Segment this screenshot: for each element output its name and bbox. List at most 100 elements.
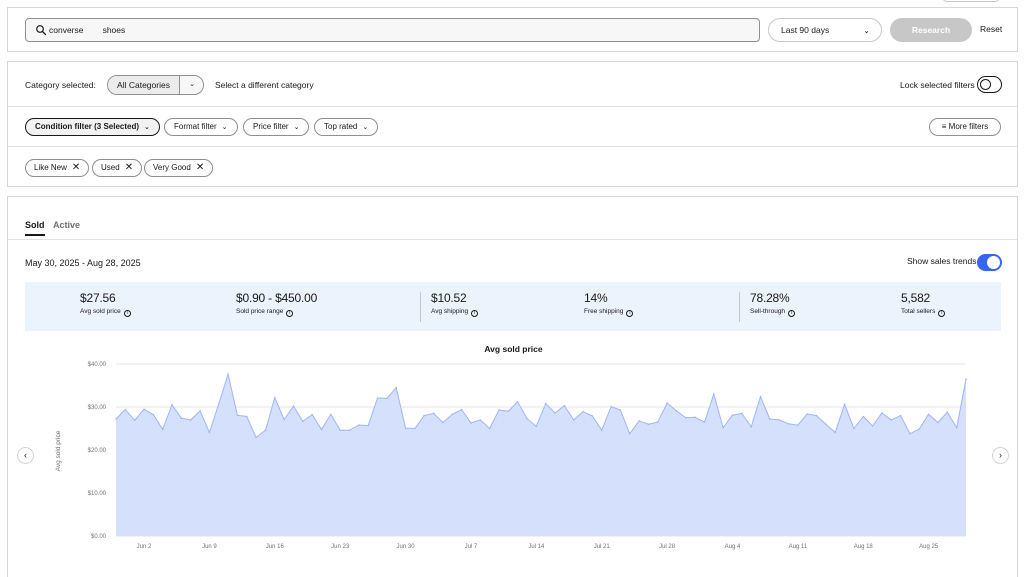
- data-point: [404, 427, 407, 429]
- data-point: [731, 414, 734, 416]
- divider: [8, 106, 1017, 107]
- info-icon[interactable]: i: [788, 310, 796, 317]
- data-point: [339, 429, 342, 431]
- tab-active[interactable]: Active: [53, 220, 81, 230]
- y-tick-label: $30.00: [88, 405, 107, 411]
- date-range-select[interactable]: Last 90 days ⌄: [768, 18, 882, 42]
- show-trends-toggle[interactable]: [977, 254, 1002, 271]
- y-tick-label: $0.00: [91, 534, 107, 540]
- search-input[interactable]: [49, 22, 749, 38]
- close-icon[interactable]: ✕: [195, 162, 205, 173]
- data-point: [815, 414, 818, 417]
- data-point: [797, 424, 799, 426]
- data-point: [320, 428, 323, 431]
- data-point: [516, 401, 519, 403]
- search-box[interactable]: [25, 18, 760, 42]
- header-partial-button[interactable]: [942, 0, 1000, 2]
- results-date-range: May 30, 2025 - Aug 28, 2025: [25, 258, 141, 268]
- data-point: [703, 421, 706, 423]
- x-tick-label: Jun 9: [202, 544, 217, 550]
- data-point: [217, 403, 220, 405]
- area-fill: [116, 374, 966, 536]
- info-icon[interactable]: i: [123, 310, 131, 317]
- divider: [739, 292, 740, 322]
- data-point: [769, 418, 771, 420]
- data-point: [208, 431, 211, 434]
- data-point: [825, 423, 827, 425]
- info-icon[interactable]: i: [286, 310, 294, 317]
- top-rated-filter-label: Top rated: [324, 122, 358, 131]
- data-point: [965, 378, 967, 380]
- category-select[interactable]: All Categories ⌄: [107, 75, 204, 95]
- format-filter-button[interactable]: Format filter ⌄: [164, 118, 238, 136]
- data-point: [871, 425, 874, 427]
- y-tick-label: $20.00: [88, 448, 107, 454]
- top-rated-filter-button[interactable]: Top rated ⌄: [314, 118, 379, 136]
- x-tick-label: Aug 11: [789, 544, 808, 550]
- x-tick-label: Jun 23: [331, 544, 350, 550]
- data-point: [582, 410, 584, 413]
- chip-label: Like New: [34, 163, 67, 172]
- reset-button[interactable]: Reset: [980, 24, 1003, 34]
- more-filters-button[interactable]: ≡ More filters: [929, 118, 1001, 136]
- info-icon[interactable]: i: [471, 310, 479, 317]
- data-point: [759, 395, 762, 398]
- data-point: [909, 432, 911, 435]
- data-point: [152, 413, 155, 416]
- data-point: [143, 408, 145, 410]
- data-point: [479, 419, 482, 421]
- chevron-down-icon: ⌄: [863, 26, 870, 35]
- close-icon[interactable]: ✕: [71, 162, 81, 173]
- close-icon[interactable]: ✕: [124, 162, 134, 173]
- condition-filter-label: Condition filter (3 Selected): [35, 122, 140, 131]
- x-tick-label: Jul 28: [659, 544, 676, 550]
- category-label: Category selected:: [25, 80, 96, 90]
- data-point: [498, 409, 500, 411]
- divider: [420, 292, 421, 322]
- chevron-right-icon[interactable]: ›: [992, 447, 1009, 464]
- data-point: [600, 429, 603, 431]
- toggle-knob: [980, 78, 991, 90]
- filter-chip-like-new[interactable]: Like New ✕: [25, 159, 90, 177]
- data-point: [115, 418, 117, 420]
- data-point: [470, 422, 472, 424]
- filter-menu-icon: ≡: [941, 122, 947, 131]
- data-point: [675, 410, 678, 412]
- research-button[interactable]: Research: [890, 18, 972, 42]
- x-tick-label: Jun 30: [397, 544, 416, 550]
- data-point: [367, 424, 370, 427]
- data-point: [554, 412, 556, 414]
- price-filter-button[interactable]: Price filter ⌄: [243, 118, 310, 136]
- data-point: [628, 432, 631, 435]
- data-point: [180, 417, 183, 419]
- data-point: [722, 426, 724, 429]
- filter-chip-very-good[interactable]: Very Good ✕: [144, 159, 214, 177]
- stat-label: Total sellers: [901, 308, 936, 315]
- data-point: [330, 413, 332, 416]
- data-point: [918, 428, 921, 430]
- data-point: [488, 427, 491, 430]
- data-point: [311, 413, 314, 416]
- date-range-select-label: Last 90 days: [781, 25, 830, 35]
- info-icon[interactable]: i: [938, 310, 946, 317]
- condition-filter-button[interactable]: Condition filter (3 Selected) ⌄: [25, 118, 160, 136]
- tab-sold[interactable]: Sold: [25, 220, 45, 236]
- data-point: [507, 410, 510, 413]
- data-point: [927, 413, 930, 416]
- chevron-down-icon[interactable]: ⌄: [180, 76, 203, 94]
- lock-filters-toggle[interactable]: [977, 76, 1002, 93]
- data-point: [395, 386, 398, 389]
- filter-chip-used[interactable]: Used ✕: [92, 159, 143, 177]
- info-icon[interactable]: i: [626, 310, 634, 317]
- data-point: [199, 410, 201, 412]
- stat-value: $10.52: [431, 291, 467, 305]
- stat-value: $0.90 - $450.00: [236, 291, 318, 305]
- stat-value: 5,582: [901, 291, 931, 305]
- stat-price-range: $0.90 - $450.00 Sold price range i: [236, 291, 317, 317]
- select-category-link[interactable]: Select a different category: [215, 80, 314, 90]
- divider: [8, 146, 1017, 147]
- chevron-left-icon[interactable]: ‹: [17, 447, 34, 464]
- stat-sell-through: 78.28% Sell-through i: [750, 291, 796, 317]
- divider: [8, 239, 1017, 240]
- category-selected-value[interactable]: All Categories: [108, 76, 180, 94]
